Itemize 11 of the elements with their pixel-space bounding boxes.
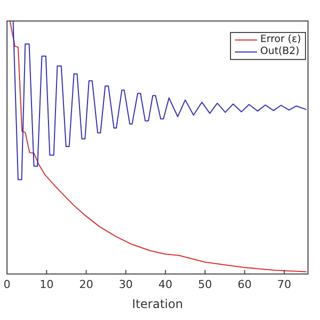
x-tick-label: 0	[4, 278, 10, 291]
x-tick-label: 60	[238, 278, 252, 291]
x-tick-label: 10	[40, 278, 54, 291]
legend-label: Out(B2)	[260, 46, 300, 58]
x-axis-title: Iteration	[132, 297, 183, 311]
legend-label: Error (ε)	[260, 34, 301, 46]
x-tick-label: 50	[198, 278, 212, 291]
x-tick-label: 30	[118, 278, 133, 291]
x-tick-label: 40	[158, 278, 172, 291]
x-tick-label: 20	[79, 278, 94, 291]
x-tick-label: 70	[277, 278, 292, 291]
